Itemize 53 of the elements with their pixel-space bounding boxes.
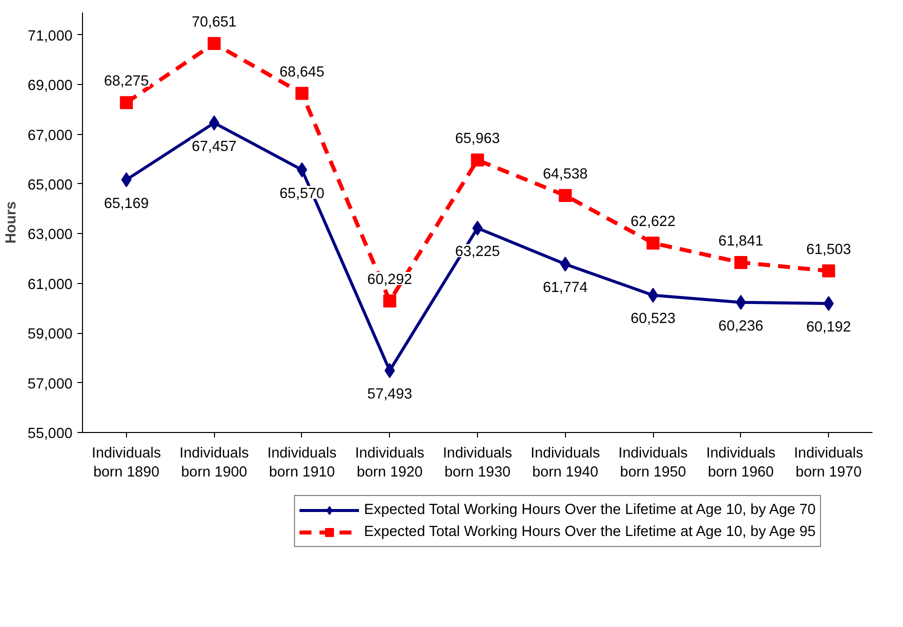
point <box>296 162 308 178</box>
x-tick-label: Individuals born 1950 <box>618 446 688 481</box>
x-tick-label: Individuals born 1900 <box>180 446 249 481</box>
data-label: 65,963 <box>455 131 500 148</box>
data-label: 61,841 <box>718 233 764 250</box>
point <box>208 37 221 50</box>
y-tick-label: 59,000 <box>28 326 72 343</box>
data-label: 68,645 <box>280 64 324 80</box>
data-label: 60,523 <box>630 311 676 328</box>
data-label: 61,503 <box>806 242 852 258</box>
point <box>734 256 748 269</box>
data-label: 63,225 <box>455 244 500 260</box>
x-tick-label: Individuals born 1930 <box>442 446 512 481</box>
data-label: 68,275 <box>104 74 149 90</box>
y-tick-label: 63,000 <box>28 227 72 244</box>
y-tick-label: 61,000 <box>28 276 72 293</box>
y-tick-label: 69,000 <box>28 78 72 94</box>
x-tick-label: Individuals born 1920 <box>355 446 424 481</box>
point <box>822 264 836 278</box>
data-label: 60,292 <box>367 272 412 288</box>
legend-label: Expected Total Working Hours Over the Lifetime at Age 10, by Age 70 <box>364 502 816 518</box>
y-tick-label: 71,000 <box>28 28 72 44</box>
point <box>295 86 308 100</box>
point <box>558 188 572 202</box>
data-label: 62,622 <box>630 214 676 230</box>
y-tick-label: 65,000 <box>28 177 72 194</box>
data-label: 60,192 <box>806 319 852 336</box>
x-tick-label: Individuals born 1940 <box>530 446 600 481</box>
y-tick-label: 57,000 <box>28 376 72 392</box>
x-tick-label: Individuals born 1910 <box>267 446 337 481</box>
point <box>120 96 133 110</box>
point <box>646 236 660 250</box>
y-tick-label: 67,000 <box>28 128 72 144</box>
point <box>472 220 483 236</box>
x-tick-label: Individuals born 1890 <box>92 446 162 481</box>
point <box>121 172 132 188</box>
point <box>648 288 658 303</box>
data-label: 65,570 <box>280 186 324 202</box>
data-label: 64,538 <box>542 166 588 182</box>
data-label: 67,457 <box>192 138 237 155</box>
point <box>823 296 834 311</box>
legend-label: Expected Total Working Hours Over the Lifetime at Age 10, by Age 95 <box>364 524 816 540</box>
point <box>471 154 484 167</box>
data-label: 57,493 <box>367 386 412 403</box>
data-label: 61,774 <box>542 280 588 296</box>
x-tick-label: Individuals born 1970 <box>794 446 864 481</box>
point <box>383 294 396 308</box>
data-label: 60,236 <box>718 318 764 334</box>
y-tick-label: 55,000 <box>28 426 72 442</box>
y-axis-title: Hours <box>4 201 20 244</box>
x-tick-label: Individuals born 1960 <box>706 446 776 481</box>
data-label: 65,169 <box>104 196 149 212</box>
data-label: 70,651 <box>192 14 237 31</box>
